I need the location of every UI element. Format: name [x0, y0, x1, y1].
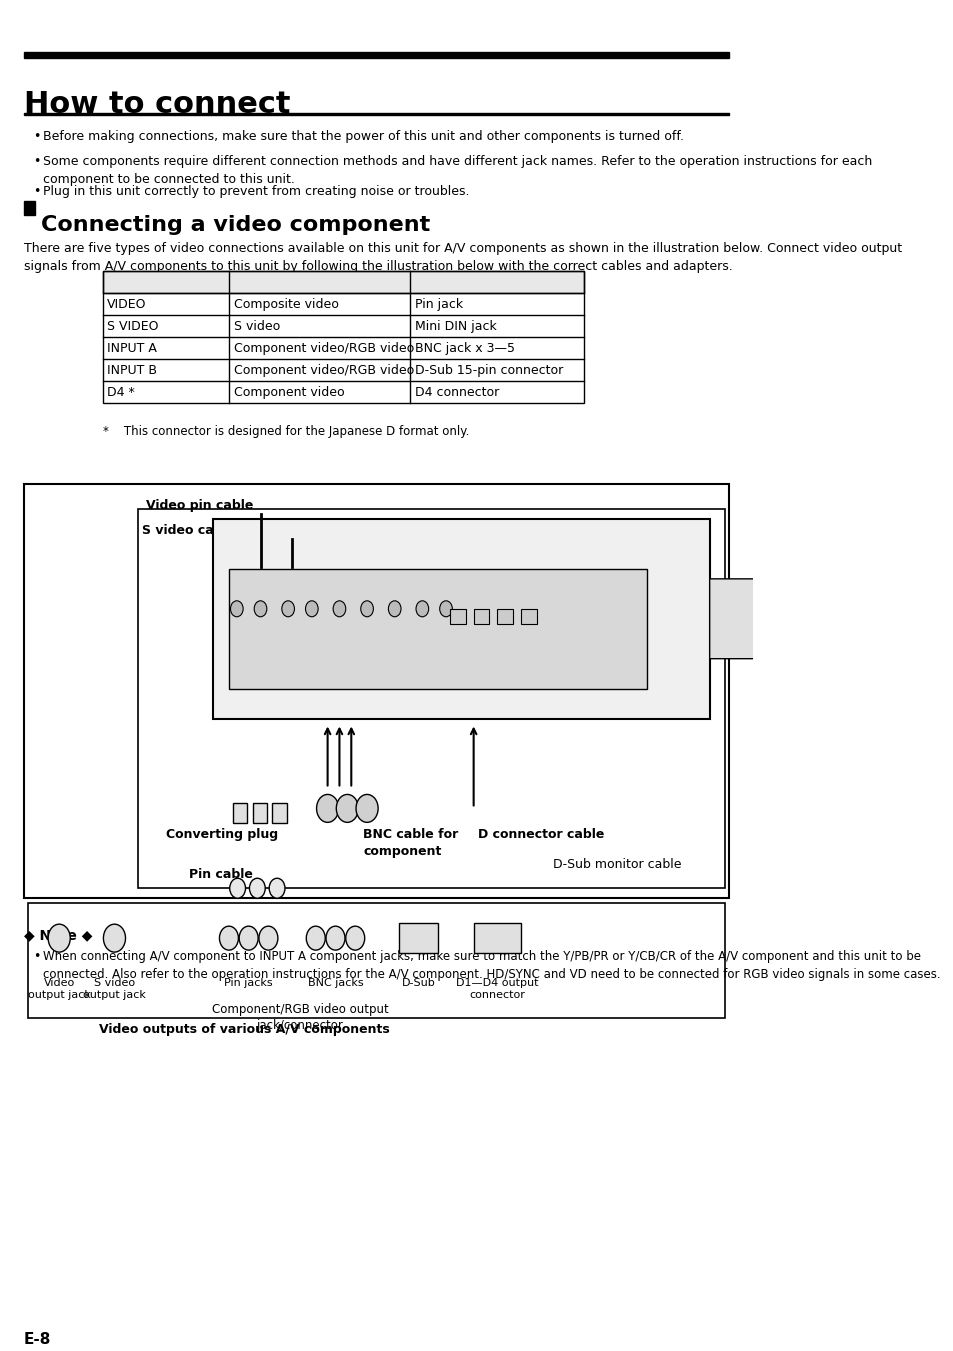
Text: Type of signal: Type of signal: [268, 276, 372, 289]
Text: S video
output jack: S video output jack: [83, 978, 146, 1001]
Circle shape: [305, 601, 317, 617]
Text: INPUT A: INPUT A: [108, 342, 157, 355]
Bar: [233, 804, 247, 823]
Text: Pin jack: Pin jack: [415, 297, 463, 311]
Bar: [398, 923, 437, 952]
Text: Video pin cable: Video pin cable: [146, 499, 253, 512]
Text: Before making connections, make sure that the power of this unit and other compo: Before making connections, make sure tha…: [44, 130, 683, 143]
Text: •: •: [33, 130, 40, 143]
Text: Component/RGB video output
jack/connector: Component/RGB video output jack/connecto…: [212, 1002, 388, 1032]
Text: Component video/RGB video: Component video/RGB video: [233, 363, 414, 377]
Text: D1—D4 output
connector: D1—D4 output connector: [456, 978, 538, 1001]
Text: S VIDEO: S VIDEO: [108, 320, 159, 332]
Text: BNC jacks: BNC jacks: [308, 978, 363, 988]
Text: •: •: [33, 155, 40, 168]
Circle shape: [253, 601, 267, 617]
Text: Some components require different connection methods and have different jack nam: Some components require different connec…: [44, 155, 872, 185]
Circle shape: [219, 927, 238, 950]
Circle shape: [249, 878, 265, 898]
Text: D4 connector: D4 connector: [415, 386, 499, 399]
Bar: [213, 519, 709, 719]
Text: D-Sub 15-pin connector: D-Sub 15-pin connector: [415, 363, 563, 377]
Text: Pin cable: Pin cable: [190, 869, 253, 881]
Bar: [24, 200, 34, 215]
Text: When connecting A/V component to INPUT A component jacks, make sure to match the: When connecting A/V component to INPUT A…: [44, 950, 940, 981]
Text: Composite video: Composite video: [233, 297, 338, 311]
Bar: [24, 51, 729, 58]
Circle shape: [416, 601, 428, 617]
Circle shape: [48, 924, 71, 952]
Text: D connector cable: D connector cable: [477, 828, 603, 842]
Text: Mini DIN jack: Mini DIN jack: [415, 320, 497, 332]
Bar: [103, 272, 583, 403]
Text: BNC jack x 3—5: BNC jack x 3—5: [415, 342, 515, 355]
Text: S video cable: S video cable: [142, 524, 235, 536]
Text: Connecting a video component: Connecting a video component: [41, 215, 430, 235]
Bar: [28, 904, 724, 1017]
Text: D-Sub: D-Sub: [401, 978, 435, 988]
Text: S video: S video: [233, 320, 279, 332]
Bar: [473, 609, 489, 624]
Text: Type of jack: Type of jack: [452, 276, 541, 289]
Circle shape: [231, 601, 243, 617]
Text: There are five types of video connections available on this unit for A/V compone: There are five types of video connection…: [24, 242, 901, 273]
Text: Video
output jack: Video output jack: [28, 978, 91, 1001]
Bar: [24, 484, 729, 898]
Text: E-8: E-8: [24, 1332, 51, 1347]
Circle shape: [269, 878, 285, 898]
Text: Component video/RGB video: Component video/RGB video: [233, 342, 414, 355]
Circle shape: [258, 927, 277, 950]
Text: Converting plug: Converting plug: [166, 828, 277, 842]
Text: Pin jacks: Pin jacks: [224, 978, 273, 988]
Bar: [450, 609, 465, 624]
Circle shape: [306, 927, 325, 950]
Circle shape: [103, 924, 126, 952]
Text: ◆ Note ◆: ◆ Note ◆: [24, 928, 91, 942]
Circle shape: [336, 794, 358, 823]
Bar: [138, 509, 724, 888]
Circle shape: [388, 601, 400, 617]
Text: D-Sub monitor cable: D-Sub monitor cable: [552, 858, 680, 871]
Text: INPUT B: INPUT B: [108, 363, 157, 377]
Circle shape: [439, 601, 452, 617]
Text: Component video: Component video: [233, 386, 344, 399]
Circle shape: [333, 601, 345, 617]
Bar: [229, 569, 646, 689]
Circle shape: [345, 927, 364, 950]
Text: BNC cable for
component: BNC cable for component: [363, 828, 457, 858]
Circle shape: [326, 927, 345, 950]
Text: Video outputs of various A/V components: Video outputs of various A/V components: [99, 1023, 390, 1036]
Text: *    This connector is designed for the Japanese D format only.: * This connector is designed for the Jap…: [103, 426, 469, 438]
Bar: [272, 804, 286, 823]
Bar: [253, 804, 267, 823]
FancyArrow shape: [709, 569, 780, 669]
Circle shape: [355, 794, 377, 823]
Bar: [24, 112, 729, 115]
Text: VIDEO: VIDEO: [108, 297, 147, 311]
Text: Plug in this unit correctly to prevent from creating noise or troubles.: Plug in this unit correctly to prevent f…: [44, 185, 470, 197]
Text: How to connect: How to connect: [24, 89, 290, 119]
Bar: [103, 272, 583, 293]
Text: Input: Input: [146, 276, 185, 289]
Bar: [520, 609, 537, 624]
Bar: [497, 609, 513, 624]
Circle shape: [316, 794, 338, 823]
Text: •: •: [33, 950, 40, 963]
Circle shape: [360, 601, 373, 617]
Circle shape: [239, 927, 258, 950]
Text: D4 *: D4 *: [108, 386, 135, 399]
Circle shape: [230, 878, 245, 898]
Bar: [473, 923, 520, 952]
Circle shape: [281, 601, 294, 617]
Text: •: •: [33, 185, 40, 197]
